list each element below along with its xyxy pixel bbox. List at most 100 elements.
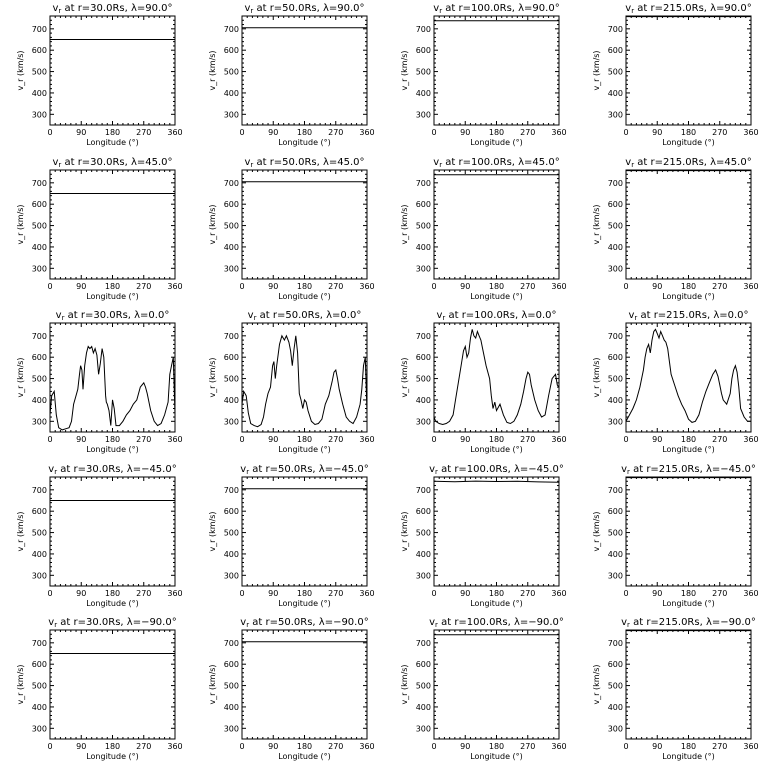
x-tick-label: 0 xyxy=(431,742,436,751)
x-tick-label: 270 xyxy=(328,742,343,751)
panel-2-1: 0 90 180 270 360 300 400 500 600 700 vr at r=50.0R… xyxy=(208,310,375,454)
y-axis-label: v_r (km/s) xyxy=(592,511,601,551)
title-main: at r=30.0Rs, λ=90.0 xyxy=(61,3,167,14)
y-tick-label: 400 xyxy=(608,550,623,559)
x-axis-label: Longitude (°) xyxy=(278,599,331,608)
plot-frame xyxy=(49,169,176,280)
x-tick-label: 90 xyxy=(76,435,86,444)
y-tick-label: 600 xyxy=(224,660,239,669)
panel-2-2: 0 90 180 270 360 300 400 500 600 700 vr at r=100.0… xyxy=(400,310,567,454)
y-tick-label: 700 xyxy=(224,639,239,648)
panel-title: vr at r=30.0Rs, λ=45.0° xyxy=(52,157,172,169)
y-axis-label: v_r (km/s) xyxy=(208,357,217,397)
x-tick-label: 90 xyxy=(268,435,278,444)
y-tick-label: 500 xyxy=(416,682,431,691)
x-axis-label: Longitude (°) xyxy=(662,445,715,454)
y-tick-label: 700 xyxy=(416,332,431,341)
plot-frame xyxy=(49,629,176,740)
y-tick-label: 300 xyxy=(32,264,47,273)
x-axis-label: Longitude (°) xyxy=(470,138,523,147)
x-tick-label: 360 xyxy=(167,128,182,137)
panel-1-3: 0 90 180 270 360 300 400 500 600 700 vr at r=215.0… xyxy=(592,157,759,301)
x-axis-label: Longitude (°) xyxy=(278,445,331,454)
x-tick-label: 270 xyxy=(520,128,535,137)
title-degree: ° xyxy=(747,3,752,14)
y-tick-label: 300 xyxy=(32,417,47,426)
title-main: at r=30.0Rs, λ=45.0 xyxy=(61,157,167,168)
title-main: at r=50.0Rs, λ=0.0 xyxy=(256,310,356,321)
y-tick-label: 600 xyxy=(32,200,47,209)
x-axis-label: Longitude (°) xyxy=(470,752,523,761)
y-tick-label: 400 xyxy=(32,550,47,559)
x-tick-label: 180 xyxy=(297,128,312,137)
title-main: at r=215.0Rs, λ=−45.0 xyxy=(630,464,751,475)
y-tick-label: 700 xyxy=(32,486,47,495)
y-tick-label: 500 xyxy=(224,68,239,77)
y-tick-label: 400 xyxy=(32,703,47,712)
x-axis-label: Longitude (°) xyxy=(662,599,715,608)
x-tick-label: 180 xyxy=(489,282,504,291)
x-axis-label: Longitude (°) xyxy=(662,138,715,147)
x-tick-label: 360 xyxy=(743,742,758,751)
x-axis-label: Longitude (°) xyxy=(278,292,331,301)
x-tick-label: 0 xyxy=(623,282,628,291)
x-tick-label: 360 xyxy=(551,742,566,751)
panel-title: vr at r=50.0Rs, λ=0.0° xyxy=(248,310,362,322)
title-degree: ° xyxy=(168,3,173,14)
y-tick-label: 300 xyxy=(224,264,239,273)
y-tick-label: 500 xyxy=(608,529,623,538)
x-tick-label: 270 xyxy=(136,589,151,598)
title-degree: ° xyxy=(364,617,369,628)
x-tick-label: 180 xyxy=(105,435,120,444)
y-tick-label: 300 xyxy=(32,724,47,733)
y-axis-label: v_r (km/s) xyxy=(592,664,601,704)
x-tick-label: 90 xyxy=(652,435,662,444)
x-tick-label: 270 xyxy=(328,435,343,444)
panel-3-0: 0 90 180 270 360 300 400 500 600 700 vr at r=30.0R… xyxy=(16,464,183,608)
y-tick-label: 700 xyxy=(224,332,239,341)
y-tick-label: 600 xyxy=(224,200,239,209)
x-tick-label: 90 xyxy=(652,589,662,598)
y-tick-label: 700 xyxy=(32,639,47,648)
y-tick-label: 500 xyxy=(416,529,431,538)
title-main: at r=50.0Rs, λ=−45.0 xyxy=(249,464,364,475)
title-sub: r xyxy=(439,7,442,15)
y-tick-label: 500 xyxy=(224,222,239,231)
y-tick-label: 700 xyxy=(416,639,431,648)
x-tick-label: 270 xyxy=(712,282,727,291)
panel-title: vr at r=50.0Rs, λ=−45.0° xyxy=(240,464,368,476)
plot-frame xyxy=(241,629,368,740)
plot-frame xyxy=(49,322,176,433)
title-degree: ° xyxy=(751,617,756,628)
y-tick-label: 300 xyxy=(224,417,239,426)
panel-2-0: 0 90 180 270 360 300 400 500 600 700 vr at r=30.0R… xyxy=(16,310,183,454)
y-tick-label: 300 xyxy=(608,724,623,733)
x-tick-label: 0 xyxy=(239,742,244,751)
y-tick-label: 700 xyxy=(608,179,623,188)
y-tick-label: 500 xyxy=(608,375,623,384)
title-sub: r xyxy=(634,314,637,322)
title-main: at r=215.0Rs, λ=45.0 xyxy=(634,157,747,168)
y-tick-label: 700 xyxy=(32,332,47,341)
title-sub: r xyxy=(435,621,438,629)
plot-frame xyxy=(433,476,560,587)
x-tick-label: 0 xyxy=(239,282,244,291)
x-tick-label: 0 xyxy=(623,742,628,751)
plot-frame xyxy=(49,476,176,587)
y-axis-label: v_r (km/s) xyxy=(16,357,25,397)
panel-4-1: 0 90 180 270 360 300 400 500 600 700 vr at r=50.0R… xyxy=(208,617,375,761)
x-tick-label: 360 xyxy=(743,589,758,598)
title-degree: ° xyxy=(364,464,369,475)
y-tick-label: 500 xyxy=(32,682,47,691)
title-sub: r xyxy=(250,161,253,169)
x-tick-label: 360 xyxy=(359,128,374,137)
title-var: v xyxy=(48,464,54,475)
x-tick-label: 180 xyxy=(489,742,504,751)
panel-title: vr at r=215.0Rs, λ=90.0° xyxy=(625,3,751,15)
title-var: v xyxy=(433,3,439,14)
y-tick-label: 600 xyxy=(416,507,431,516)
y-tick-label: 400 xyxy=(608,396,623,405)
y-tick-label: 500 xyxy=(224,529,239,538)
panel-3-1: 0 90 180 270 360 300 400 500 600 700 vr at r=50.0R… xyxy=(208,464,375,608)
